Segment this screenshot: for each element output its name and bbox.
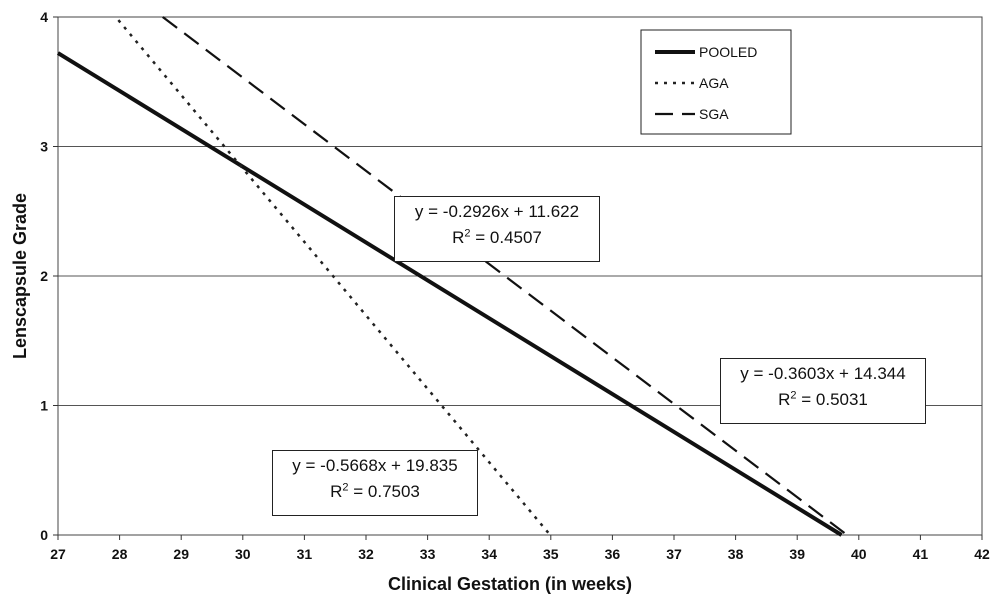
x-tick-label: 37 (666, 546, 682, 562)
x-tick-label: 40 (851, 546, 867, 562)
x-tick-label: 32 (358, 546, 374, 562)
x-tick-label: 41 (913, 546, 929, 562)
x-axis-title: Clinical Gestation (in weeks) (388, 574, 632, 594)
x-tick-label: 42 (974, 546, 990, 562)
x-tick-label: 30 (235, 546, 251, 562)
x-tick-label: 31 (297, 546, 313, 562)
x-tick-label: 35 (543, 546, 559, 562)
x-axis-ticks: 27 28 29 30 31 32 33 34 35 36 37 38 39 40 41 42 (50, 535, 990, 562)
series-line-sga (162, 16, 848, 536)
y-tick-label: 4 (40, 9, 48, 25)
equation-text-pooled: y = -0.2926x + 11.622 (414, 202, 580, 221)
y-tick-label: 1 (40, 398, 48, 414)
r2-text-pooled: R2 = 0.4507 (452, 227, 542, 247)
r2-text-sga: R2 = 0.5031 (778, 389, 868, 409)
x-tick-label: 39 (789, 546, 805, 562)
x-tick-label: 38 (728, 546, 744, 562)
y-tick-label: 2 (40, 268, 48, 284)
y-tick-label: 3 (40, 139, 48, 155)
x-tick-label: 33 (420, 546, 436, 562)
series-line-aga (117, 19, 552, 536)
y-axis-ticks: 0 1 2 3 4 (40, 9, 58, 543)
legend-label-aga: AGA (699, 75, 729, 91)
x-tick-label: 29 (173, 546, 189, 562)
equation-text-aga: y = -0.5668x + 19.835 (292, 456, 458, 475)
x-tick-label: 28 (112, 546, 128, 562)
equation-box-aga: y = -0.5668x + 19.835 R2 = 0.7503 (272, 450, 478, 516)
legend-label-pooled: POOLED (699, 44, 757, 60)
legend-label-sga: SGA (699, 106, 729, 122)
series-line-pooled (56, 51, 843, 537)
equation-text-sga: y = -0.3603x + 14.344 (740, 364, 906, 383)
y-axis-title: Lenscapsule Grade (10, 193, 30, 359)
series-layer (56, 16, 848, 537)
x-tick-label: 34 (481, 546, 497, 562)
x-tick-label: 36 (605, 546, 621, 562)
r2-text-aga: R2 = 0.7503 (330, 481, 420, 501)
equation-box-sga: y = -0.3603x + 14.344 R2 = 0.5031 (720, 358, 926, 424)
equation-box-pooled: y = -0.2926x + 11.622 R2 = 0.4507 (394, 196, 600, 262)
legend: POOLED AGA SGA (640, 29, 792, 135)
y-tick-label: 0 (40, 527, 48, 543)
x-tick-label: 27 (50, 546, 66, 562)
